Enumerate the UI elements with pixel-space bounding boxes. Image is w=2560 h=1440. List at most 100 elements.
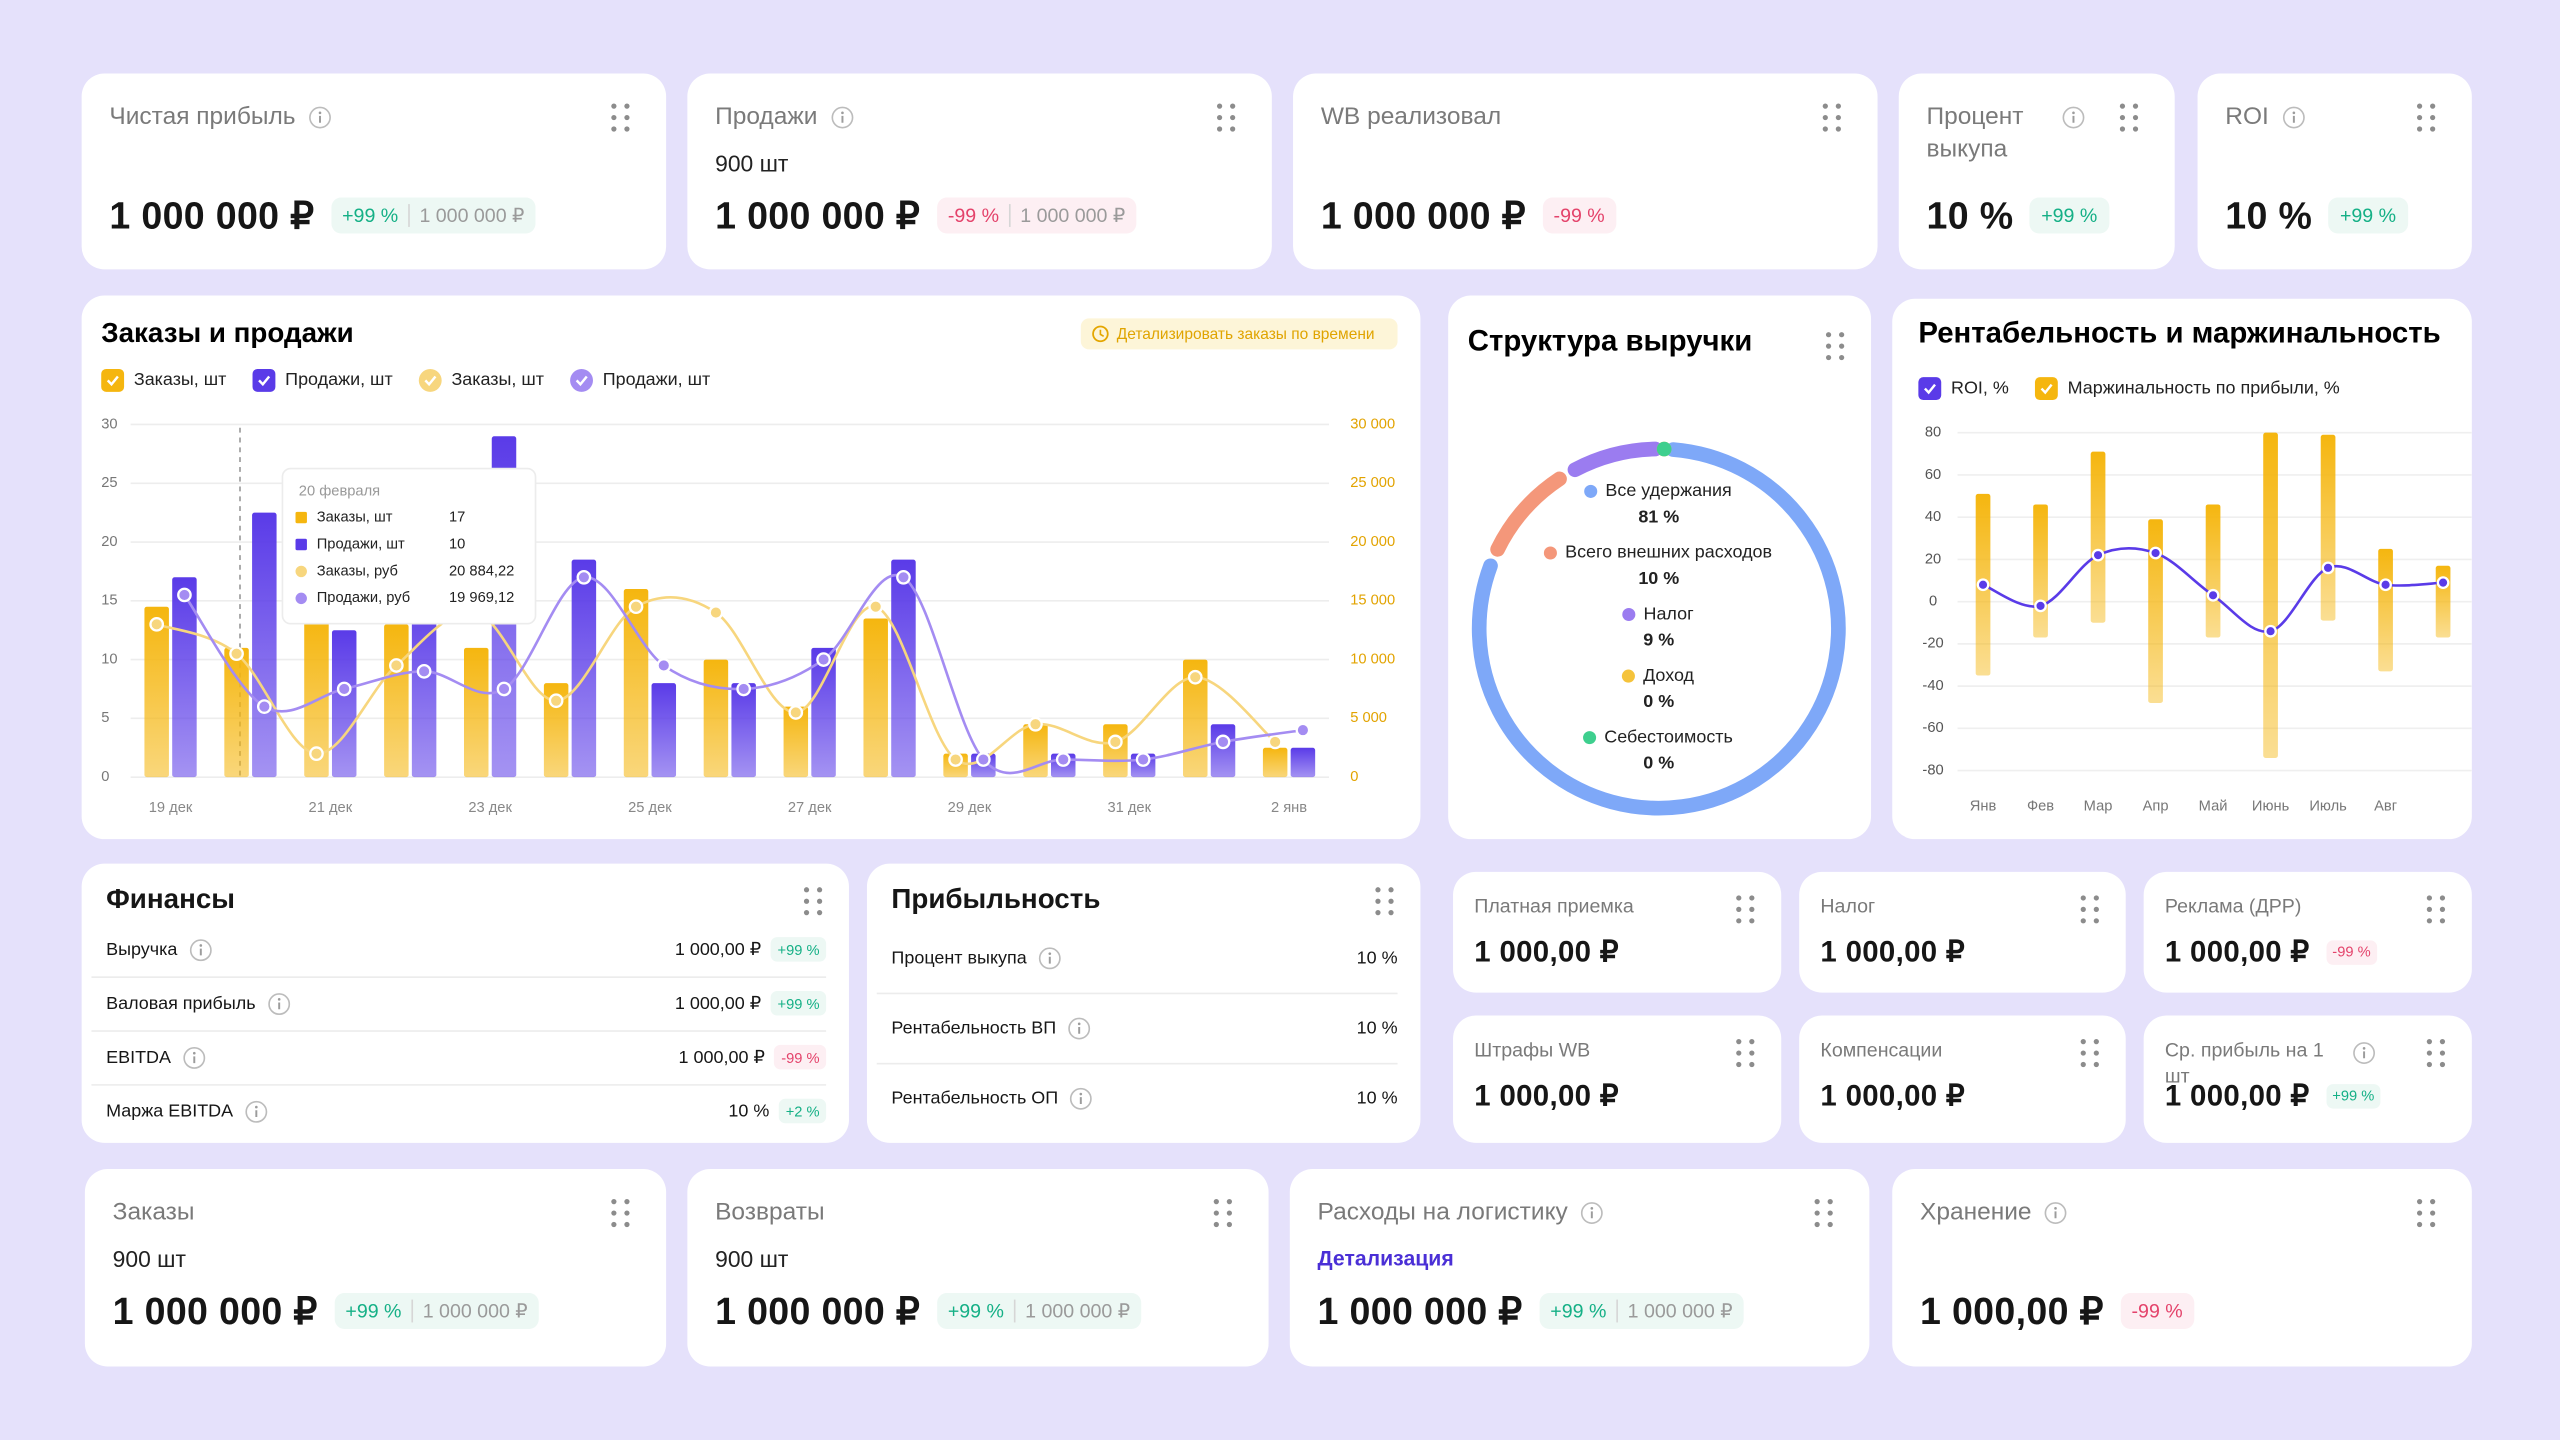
legend-label: Продажи, шт <box>285 369 392 389</box>
drag-handle[interactable] <box>2416 103 2436 132</box>
drag-handle[interactable] <box>2119 103 2139 132</box>
series-point <box>976 752 991 767</box>
handle-dot <box>2430 103 2436 109</box>
drag-handle[interactable] <box>2426 895 2446 924</box>
info-icon <box>2282 106 2305 129</box>
badge-change: -99 % <box>781 1048 820 1066</box>
drag-handle[interactable] <box>1216 103 1236 132</box>
y-tick-label: -60 <box>1922 720 1943 736</box>
info-icon <box>309 106 331 129</box>
info-icon <box>2045 1202 2067 1225</box>
badge-change: +99 % <box>777 941 820 958</box>
drag-handle[interactable] <box>1213 1198 1233 1228</box>
card-value: 1 000,00 ₽ <box>1820 935 1965 969</box>
y2-tick-label: 15 000 <box>1350 593 1395 609</box>
card-subtitle: 900 шт <box>715 150 789 177</box>
drag-handle[interactable] <box>1822 103 1842 132</box>
badge-change: +99 % <box>2339 204 2397 227</box>
card-header: Продажи <box>715 101 853 134</box>
tooltip-label: Продажи, руб <box>317 590 410 606</box>
handle-dot <box>816 910 823 916</box>
drag-handle[interactable] <box>1736 895 1756 924</box>
bar <box>384 624 409 778</box>
drag-handle[interactable] <box>611 1198 631 1228</box>
row-value: 10 % <box>728 1101 770 1121</box>
series-point <box>656 658 672 673</box>
detail-link[interactable]: Детализация <box>1317 1245 1454 1271</box>
kpi-card: Реклама (ДРР) 1 000,00 ₽ -99 % <box>2143 871 2472 993</box>
series-point <box>816 652 831 667</box>
card-header: Процент выкупа <box>1927 101 2085 166</box>
tooltip-marker <box>295 511 307 524</box>
chart: Заказы и продажи Детализировать заказы по… <box>101 317 1398 816</box>
detail-button[interactable]: Детализировать заказы по времени <box>1080 318 1398 350</box>
handle-dot <box>1230 126 1236 132</box>
card-title: Продажи <box>715 102 818 131</box>
handle-dot <box>1226 1199 1232 1205</box>
bar <box>411 589 437 778</box>
info-dot <box>2054 1207 2058 1210</box>
drag-handle[interactable] <box>1375 887 1395 916</box>
handle-dot <box>2426 906 2432 912</box>
y-tick-label: 0 <box>1929 594 1937 610</box>
kpi-card: Процент выкупа 10 % +99 % <box>1898 73 2175 270</box>
handle-dot <box>624 114 630 121</box>
row-label: Рентабельность ВП <box>891 1017 1057 1038</box>
bar <box>252 512 277 778</box>
card-subtitle: 900 шт <box>112 1245 186 1272</box>
info-dot <box>318 111 322 115</box>
info-icon <box>182 1046 205 1069</box>
badge: +99 % <box>770 991 827 1016</box>
card-value: 1 000,00 ₽ <box>1474 1079 1619 1112</box>
card-title: Реклама (ДРР) <box>2164 894 2302 918</box>
drag-handle[interactable] <box>1825 331 1845 361</box>
card-title: ROI <box>2225 102 2269 131</box>
info-dot <box>192 1051 196 1054</box>
card-title: Ср. прибыль на 1 шт <box>2164 1038 2324 1088</box>
drag-handle[interactable] <box>2080 895 2100 924</box>
drag-handle[interactable] <box>2426 1038 2446 1068</box>
badge: +99 % <box>2029 197 2109 234</box>
value-row: 1 000 000 ₽ +99 % 1 000 000 ₽ <box>113 1290 540 1332</box>
series-point <box>1135 752 1151 767</box>
badge: +2 % <box>779 1098 827 1124</box>
card-subtitle: 900 шт <box>715 1245 789 1272</box>
info-circle <box>267 992 290 1015</box>
drag-handle[interactable] <box>611 103 631 132</box>
series-point <box>177 587 192 603</box>
card-title: Расходы на логистику <box>1317 1198 1568 1227</box>
chart-card: Заказы и продажи Детализировать заказы по… <box>81 295 1421 840</box>
handle-dot <box>1736 1061 1742 1068</box>
handle-dot <box>2430 126 2436 132</box>
handle-dot <box>611 1221 617 1228</box>
y-tick-label: 30 <box>101 416 117 432</box>
drag-handle[interactable] <box>1814 1198 1834 1228</box>
handle-dot <box>1213 1221 1219 1228</box>
drag-handle[interactable] <box>2080 1038 2100 1068</box>
bar <box>811 647 836 778</box>
badge: -99 % <box>1542 197 1617 234</box>
card-header: Хранение <box>1920 1197 2067 1230</box>
series-point <box>628 599 644 615</box>
roi-point <box>2149 546 2162 560</box>
badge-change: +99 % <box>2332 1087 2375 1104</box>
legend-check <box>424 375 437 387</box>
y-tick-label: 10 <box>101 651 117 667</box>
handle-dot <box>1375 898 1381 904</box>
value-row: 1 000,00 ₽ <box>1474 1078 1619 1114</box>
donut-legend-marker <box>1621 669 1635 683</box>
drag-handle[interactable] <box>1736 1038 1756 1068</box>
card-title: Заказы <box>112 1198 195 1227</box>
x-tick-label: 23 дек <box>468 800 512 816</box>
kpi-card: Ср. прибыль на 1 шт 1 000,00 ₽ +99 % <box>2143 1015 2472 1143</box>
drag-handle[interactable] <box>803 887 823 916</box>
row-label-wrap: EBITDA <box>106 1046 205 1069</box>
handle-dot <box>1822 126 1828 132</box>
handle-dot <box>624 103 630 109</box>
info-icon <box>830 106 853 129</box>
card-title: Платная приемка <box>1474 894 1634 918</box>
row-label: EBITDA <box>106 1047 171 1067</box>
handle-dot <box>1230 114 1236 121</box>
kpi-card: Штрафы WB 1 000,00 ₽ <box>1453 1015 1782 1143</box>
drag-handle[interactable] <box>2416 1198 2436 1228</box>
